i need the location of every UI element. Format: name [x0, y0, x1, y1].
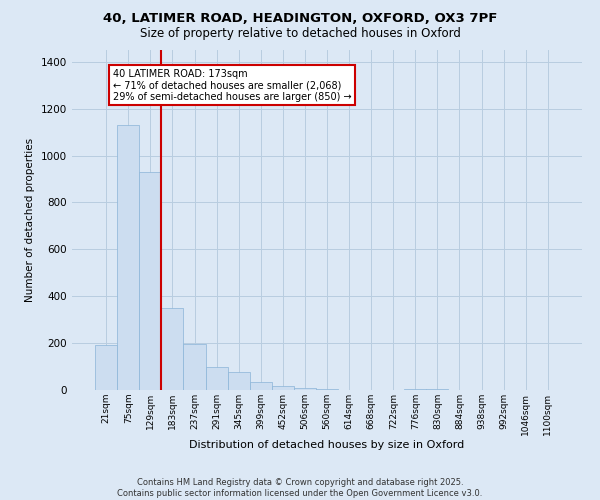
Bar — [227, 372, 250, 390]
Bar — [117, 125, 139, 390]
Text: Size of property relative to detached houses in Oxford: Size of property relative to detached ho… — [140, 28, 460, 40]
X-axis label: Distribution of detached houses by size in Oxford: Distribution of detached houses by size … — [190, 440, 464, 450]
Bar — [316, 389, 338, 390]
Bar — [184, 344, 206, 390]
Text: 40 LATIMER ROAD: 173sqm
← 71% of detached houses are smaller (2,068)
29% of semi: 40 LATIMER ROAD: 173sqm ← 71% of detache… — [113, 69, 352, 102]
Bar — [250, 382, 272, 390]
Bar — [206, 366, 227, 390]
Bar — [272, 386, 294, 390]
Bar — [404, 389, 427, 390]
Text: Contains HM Land Registry data © Crown copyright and database right 2025.
Contai: Contains HM Land Registry data © Crown c… — [118, 478, 482, 498]
Bar — [161, 308, 184, 390]
Text: 40, LATIMER ROAD, HEADINGTON, OXFORD, OX3 7PF: 40, LATIMER ROAD, HEADINGTON, OXFORD, OX… — [103, 12, 497, 26]
Bar — [294, 388, 316, 390]
Bar — [139, 172, 161, 390]
Bar — [95, 346, 117, 390]
Bar — [427, 389, 448, 390]
Y-axis label: Number of detached properties: Number of detached properties — [25, 138, 35, 302]
